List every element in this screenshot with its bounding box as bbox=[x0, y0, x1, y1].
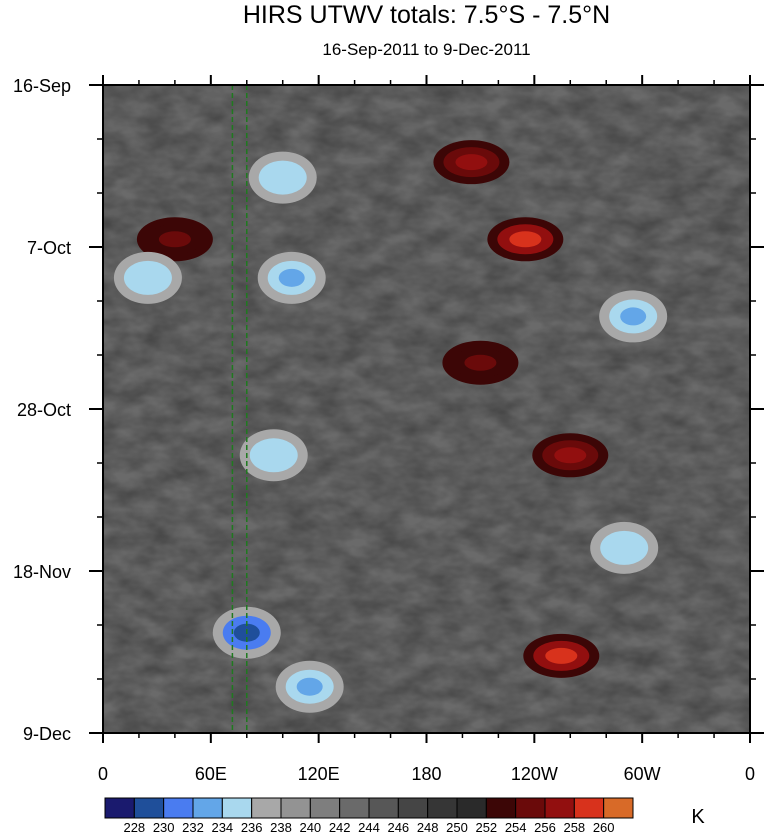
colorbar-box-2 bbox=[163, 797, 194, 819]
colorbar-box-17 bbox=[603, 797, 634, 819]
colorbar-box-3 bbox=[192, 797, 223, 819]
colorbar-box-1 bbox=[133, 797, 165, 819]
contour-low-11-2 bbox=[611, 538, 638, 557]
contour-high-3-2 bbox=[554, 447, 587, 464]
y-tick-label-1: 7-Oct bbox=[27, 238, 71, 258]
colorbar-box-7 bbox=[309, 797, 341, 819]
colorbar-box-8 bbox=[339, 797, 370, 819]
colorbar-unit: K bbox=[691, 806, 705, 828]
colorbar-label-0: 228 bbox=[123, 820, 145, 834]
colorbar-label-2: 232 bbox=[182, 820, 204, 834]
x-tick-label-0: 0 bbox=[98, 764, 108, 784]
colorbar-label-15: 258 bbox=[563, 820, 585, 834]
colorbar-label-7: 242 bbox=[329, 820, 351, 834]
y-tick-label-4: 9-Dec bbox=[23, 724, 71, 744]
field-texture bbox=[103, 85, 750, 733]
x-tick-label-3: 180 bbox=[411, 764, 441, 784]
colorbar-label-12: 252 bbox=[475, 820, 497, 834]
x-tick-label-1: 60E bbox=[195, 764, 227, 784]
x-tick-label-5: 60W bbox=[624, 764, 661, 784]
contour-high-5-2 bbox=[158, 231, 191, 248]
colorbar: 228 230 232 234 236 238 240 242 244 246 248 250 252 2… bbox=[104, 797, 705, 834]
colorbar-box-16 bbox=[573, 797, 605, 819]
x-tick-label-2: 120E bbox=[298, 764, 340, 784]
colorbar-label-4: 236 bbox=[241, 820, 263, 834]
colorbar-label-9: 246 bbox=[387, 820, 409, 834]
contour-high-2-2 bbox=[464, 354, 497, 371]
colorbar-box-13 bbox=[485, 797, 517, 819]
colorbar-label-5: 238 bbox=[270, 820, 292, 834]
chart-subtitle: 16-Sep-2011 to 9-Dec-2011 bbox=[322, 40, 531, 59]
colorbar-label-1: 230 bbox=[153, 820, 175, 834]
x-tick-label-6: 0 bbox=[745, 764, 755, 784]
contour-low-10-2 bbox=[620, 307, 647, 326]
contour-low-12-2 bbox=[134, 268, 161, 287]
colorbar-box-14 bbox=[515, 797, 546, 819]
colorbar-box-4 bbox=[221, 797, 253, 819]
colorbar-label-8: 244 bbox=[358, 820, 380, 834]
contour-high-1-2 bbox=[509, 231, 542, 248]
colorbar-label-10: 248 bbox=[417, 820, 439, 834]
colorbar-box-0 bbox=[104, 797, 135, 819]
y-tick-label-0: 16-Sep bbox=[13, 76, 71, 96]
contour-low-13-2 bbox=[296, 677, 323, 696]
colorbar-label-6: 240 bbox=[299, 820, 321, 834]
colorbar-box-10 bbox=[397, 797, 429, 819]
colorbar-label-16: 260 bbox=[593, 820, 615, 834]
colorbar-label-14: 256 bbox=[534, 820, 556, 834]
axes: 0 60E 120E 180 120W 60W 0 16-Sep 7-Oct 28-Oct 18-N… bbox=[13, 75, 764, 784]
colorbar-box-6 bbox=[280, 797, 311, 819]
colorbar-label-11: 250 bbox=[446, 820, 468, 834]
colorbar-label-3: 234 bbox=[211, 820, 233, 834]
y-tick-label-2: 28-Oct bbox=[17, 400, 71, 420]
colorbar-label-13: 254 bbox=[505, 820, 527, 834]
reference-lines bbox=[231, 85, 248, 733]
contour-high-4-2 bbox=[545, 647, 578, 664]
colorbar-box-5 bbox=[251, 797, 282, 819]
colorbar-box-12 bbox=[456, 797, 487, 819]
contour-low-9-2 bbox=[260, 446, 287, 465]
contour-high-0-2 bbox=[455, 154, 488, 171]
contour-low-7-2 bbox=[269, 168, 296, 187]
contour-low-8-2 bbox=[278, 268, 305, 287]
contour-field bbox=[103, 85, 750, 733]
colorbar-box-9 bbox=[368, 797, 399, 819]
colorbar-box-11 bbox=[427, 797, 458, 819]
x-tick-label-4: 120W bbox=[511, 764, 558, 784]
chart-title: HIRS UTWV totals: 7.5°S - 7.5°N bbox=[242, 1, 611, 29]
colorbar-box-15 bbox=[544, 797, 575, 819]
y-tick-label-3: 18-Nov bbox=[13, 562, 71, 582]
